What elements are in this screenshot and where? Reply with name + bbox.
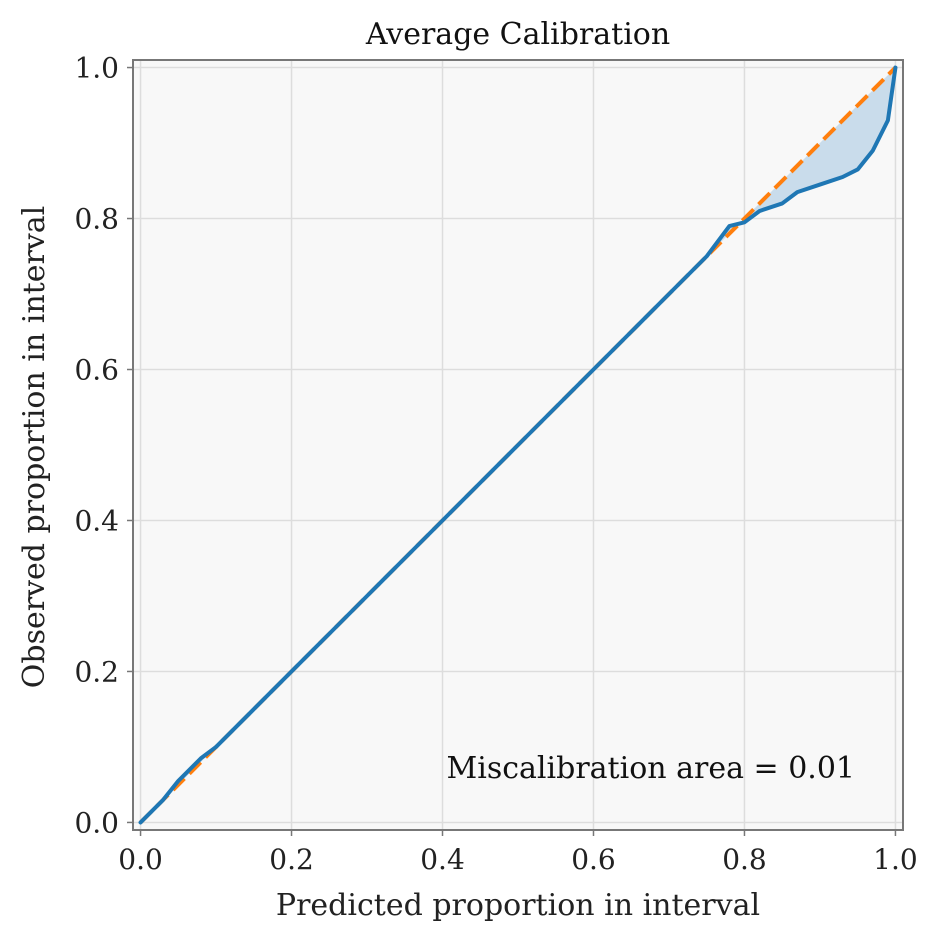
x-tick-label-5: 1.0 xyxy=(873,843,918,876)
grid-lines xyxy=(133,60,903,830)
miscalibration-area-fill xyxy=(140,67,896,823)
x-tick-label-4: 0.8 xyxy=(722,843,767,876)
y-tick-label-4: 0.8 xyxy=(74,203,119,236)
axis-ticks: 0.0 0.2 0.4 0.6 0.8 1.0 0.0 0.2 0.4 0.6 0.8 1.0 xyxy=(74,52,917,876)
plot-frame xyxy=(132,59,904,831)
y-tick-label-0: 0.0 xyxy=(74,806,119,839)
observed-calibration-line xyxy=(138,65,898,825)
chart-title: Average Calibration xyxy=(365,17,670,52)
x-tick-label-0: 0.0 xyxy=(118,843,163,876)
miscalibration-annotation: Miscalibration area = 0.01 xyxy=(447,751,855,786)
y-axis-label: Observed proportion in interval xyxy=(17,206,52,688)
y-tick-label-2: 0.4 xyxy=(74,504,119,537)
x-tick-label-2: 0.4 xyxy=(420,843,465,876)
x-tick-label-3: 0.6 xyxy=(571,843,616,876)
y-tick-label-3: 0.6 xyxy=(74,354,119,387)
y-tick-label-1: 0.2 xyxy=(74,655,119,688)
x-axis-label: Predicted proportion in interval xyxy=(276,888,760,923)
y-tick-label-5: 1.0 xyxy=(74,52,119,85)
x-tick-label-1: 0.2 xyxy=(269,843,314,876)
